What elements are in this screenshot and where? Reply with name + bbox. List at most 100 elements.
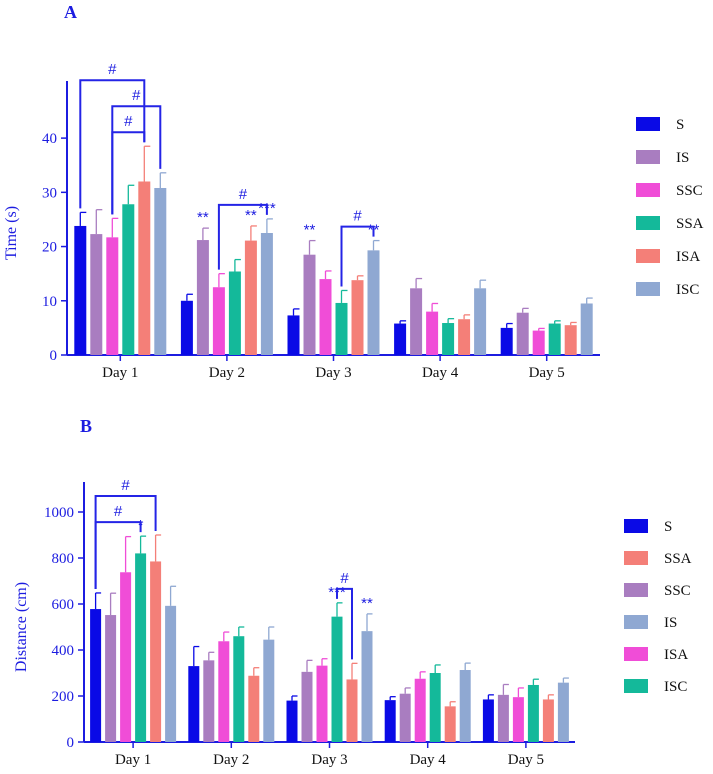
significance-marker: **	[245, 207, 257, 224]
bar-is	[331, 616, 343, 742]
y-axis-label: Time (s)	[3, 206, 20, 260]
legend-label-isa: ISA	[664, 647, 688, 663]
legend-swatch-isc	[624, 679, 648, 693]
y-tick-label: 30	[42, 185, 57, 201]
bar-isa	[244, 240, 257, 355]
significance-marker: **	[304, 222, 316, 239]
legend-label-isa: ISA	[676, 249, 700, 265]
bar-isa	[248, 675, 260, 742]
legend-swatch-is	[624, 615, 648, 629]
bar-ssc	[319, 279, 332, 355]
legend-swatch-isc	[636, 282, 660, 296]
bar-ssc	[414, 678, 426, 742]
bar-is	[233, 636, 245, 742]
bar-isc	[557, 682, 569, 742]
bar-ssa	[203, 660, 215, 742]
bar-isc	[361, 631, 373, 742]
bar-isa	[351, 280, 364, 355]
x-tick-label: Day 2	[209, 365, 245, 381]
bar-isa	[346, 679, 358, 742]
bar-ssa	[497, 694, 509, 742]
bar-ssc	[316, 665, 328, 742]
bar-ssc	[532, 330, 545, 355]
chart-panel-a: A Time (s) 0 10 20 30 40 Day 1 Day 2 Day 3 Day 4 Da…	[3, 2, 704, 381]
significance-bracket	[336, 587, 353, 660]
y-tick-label: 0	[50, 348, 58, 364]
legend-swatch-isa	[624, 647, 648, 661]
legend-swatch-ssc	[636, 183, 660, 197]
bar-is	[410, 288, 423, 355]
x-tick-label: Day 3	[311, 752, 347, 768]
bar-ssa	[228, 271, 241, 355]
legend-label-is: IS	[664, 615, 677, 631]
bracket-label: #	[114, 503, 123, 520]
significance-bracket	[79, 79, 146, 209]
bar-is	[429, 673, 441, 742]
x-tick-label: Day 1	[115, 752, 151, 768]
legend-label-isc: ISC	[676, 282, 699, 298]
y-tick-label: 600	[52, 597, 75, 613]
x-tick-label: Day 3	[315, 365, 351, 381]
bar-ssa	[399, 693, 411, 742]
bar-s	[180, 300, 193, 355]
x-tick-label: Day 5	[529, 365, 565, 381]
y-tick-label: 400	[52, 643, 75, 659]
bar-s	[74, 225, 87, 355]
legend-swatch-is	[636, 150, 660, 164]
bracket-label: #	[124, 113, 133, 130]
bar-isa	[458, 319, 471, 355]
legend-swatch-ssa	[636, 216, 660, 230]
bar-isc	[474, 288, 487, 355]
bar-ssc	[218, 641, 230, 742]
legend-label-ssa: SSA	[664, 551, 692, 567]
y-tick-label: 10	[42, 294, 57, 310]
bracket-label: #	[132, 87, 141, 104]
bar-isc	[154, 187, 167, 355]
bar-isc	[263, 639, 275, 742]
bar-ssc	[512, 697, 524, 742]
panel-label: A	[64, 2, 77, 22]
panel-label: B	[80, 416, 92, 436]
bar-s	[482, 699, 494, 742]
y-tick-label: 20	[42, 240, 57, 256]
bar-s	[384, 700, 396, 742]
bar-ssa	[548, 323, 561, 355]
x-tick-label: Day 4	[422, 365, 459, 381]
bracket-label: #	[239, 186, 248, 203]
y-tick-label: 800	[52, 551, 75, 567]
bar-s	[90, 609, 102, 742]
bar-isa	[138, 181, 151, 355]
bar-is	[135, 553, 147, 742]
legend-label-ssc: SSC	[664, 583, 691, 599]
legend-swatch-ssc	[624, 583, 648, 597]
significance-bracket	[111, 131, 146, 215]
bar-isc	[165, 605, 177, 742]
bar-ssa	[105, 615, 117, 742]
bar-ssa	[301, 671, 313, 742]
significance-bracket	[217, 203, 268, 270]
significance-marker: **	[197, 209, 209, 226]
significance-marker: **	[361, 595, 373, 612]
bar-is	[196, 240, 209, 355]
y-tick-label: 40	[42, 131, 57, 147]
bar-s	[500, 327, 513, 355]
bar-s	[287, 315, 300, 355]
bar-ssc	[426, 311, 439, 355]
legend-label-s: S	[676, 117, 684, 133]
bar-isa	[444, 706, 456, 742]
bar-s	[394, 323, 407, 355]
bracket-label: #	[108, 61, 117, 78]
bar-ssc	[120, 572, 132, 742]
bar-ssa	[122, 204, 135, 355]
significance-bracket	[94, 521, 142, 589]
legend-swatch-isa	[636, 249, 660, 263]
bar-isc	[260, 233, 273, 355]
legend-label-isc: ISC	[664, 679, 687, 695]
y-axis-label: Distance (cm)	[13, 582, 30, 672]
x-tick-label: Day 1	[102, 365, 138, 381]
x-tick-label: Day 2	[213, 752, 249, 768]
legend-label-ssa: SSA	[676, 216, 704, 232]
bar-is	[527, 684, 539, 742]
legend-swatch-s	[624, 519, 648, 533]
legend-label-is: IS	[676, 150, 689, 166]
